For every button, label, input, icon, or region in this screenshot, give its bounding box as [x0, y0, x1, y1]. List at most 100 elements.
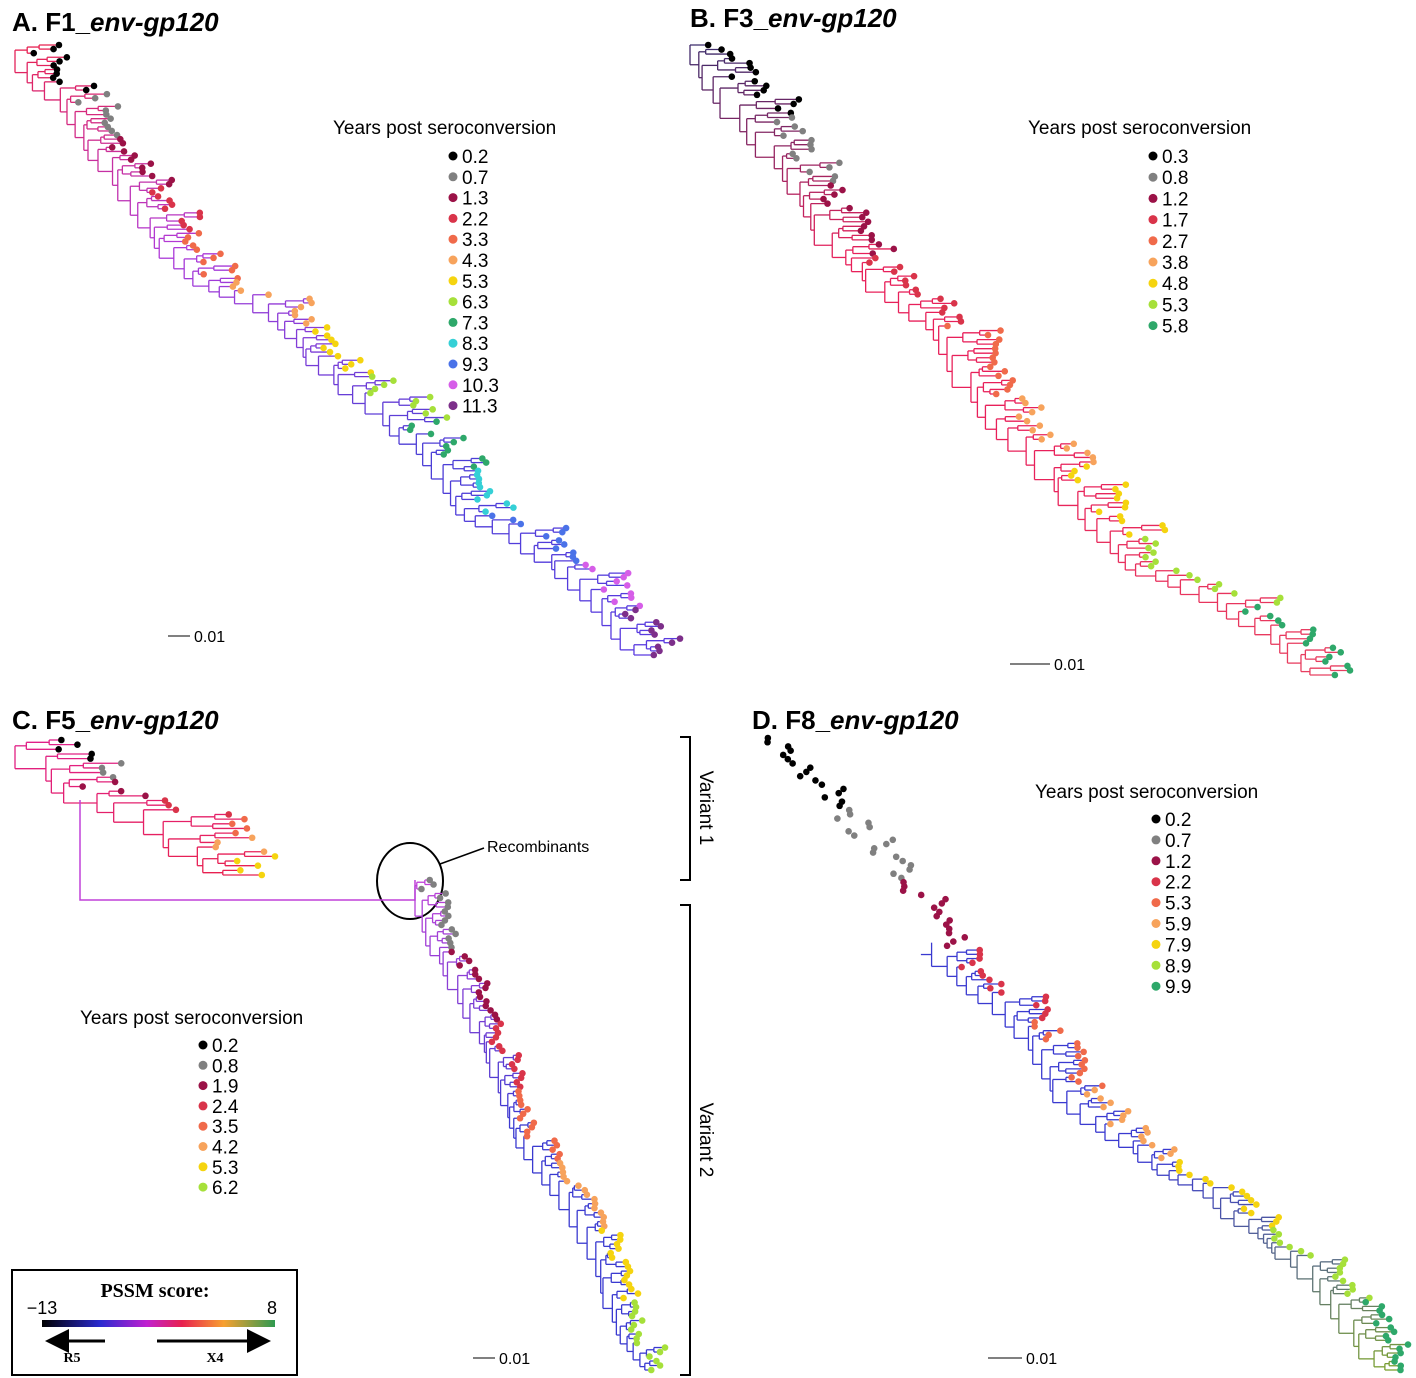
legend-item: 11.3 — [462, 397, 498, 418]
tip — [890, 870, 897, 878]
tip — [79, 783, 86, 790]
tip — [998, 989, 1005, 996]
tip — [1038, 436, 1045, 443]
tip — [341, 365, 349, 372]
tip — [1122, 481, 1130, 488]
tip — [107, 115, 114, 122]
tip — [1095, 508, 1103, 516]
tip — [902, 281, 910, 289]
tip — [1074, 476, 1082, 484]
tip — [969, 959, 976, 967]
tip — [427, 430, 435, 438]
legend-dot — [1148, 299, 1158, 309]
pssm-right: X4 — [206, 1351, 223, 1366]
tip — [914, 290, 921, 298]
legend-item: 5.3 — [1162, 295, 1188, 316]
tip — [858, 213, 866, 221]
tip — [1107, 1099, 1114, 1107]
tip — [517, 1101, 525, 1109]
legend-dot — [1151, 814, 1161, 824]
legend-item: 0.2 — [212, 1036, 238, 1057]
tip — [1337, 649, 1345, 656]
tip — [1266, 612, 1274, 620]
tip — [165, 180, 173, 188]
tip — [217, 250, 224, 258]
tip — [74, 741, 81, 748]
tip — [821, 794, 829, 801]
tip — [653, 1357, 660, 1365]
tip — [1271, 1235, 1278, 1242]
tip — [323, 324, 331, 331]
tip — [998, 980, 1005, 988]
tip — [492, 1034, 500, 1041]
tip — [615, 1245, 622, 1252]
legend-item: 3.8 — [1162, 253, 1188, 274]
tip — [1107, 1120, 1114, 1128]
tip — [1076, 1069, 1084, 1077]
tip — [1112, 485, 1119, 493]
tip — [448, 948, 455, 956]
tip — [308, 315, 315, 323]
tip — [56, 58, 63, 65]
tip — [441, 908, 449, 915]
tip — [260, 848, 268, 856]
tip — [142, 792, 149, 800]
legend-title: Years post seroconversion — [1035, 782, 1258, 803]
tip — [892, 853, 900, 861]
trees — [14, 41, 1412, 1374]
tip — [237, 867, 244, 874]
tip — [627, 1326, 635, 1333]
tip — [516, 1114, 524, 1122]
tip — [450, 438, 458, 446]
tip — [937, 295, 944, 303]
tip — [1277, 594, 1284, 602]
tip — [824, 200, 831, 207]
tip — [1145, 544, 1152, 552]
tip — [465, 957, 473, 965]
legend-dot — [1151, 835, 1161, 845]
tip — [1091, 1086, 1098, 1094]
tip — [1074, 1052, 1082, 1060]
legend-item: 10.3 — [462, 376, 499, 397]
tip — [347, 361, 355, 368]
tip — [910, 272, 918, 280]
tip — [718, 46, 725, 53]
tip — [1015, 413, 1023, 420]
tip — [254, 862, 262, 869]
tip — [1084, 449, 1091, 457]
tip — [1254, 603, 1261, 611]
legend-item: 0.8 — [1162, 168, 1188, 189]
tip — [1071, 467, 1078, 475]
tip — [1067, 472, 1075, 479]
tip — [806, 168, 813, 176]
tip — [99, 769, 107, 776]
tip — [471, 971, 479, 978]
tip — [995, 336, 1003, 343]
tip — [442, 890, 449, 897]
tip — [906, 866, 913, 873]
tip — [791, 123, 799, 130]
tip — [836, 159, 843, 167]
tip — [1074, 1044, 1081, 1051]
tip — [1215, 581, 1223, 588]
pssm-left: R5 — [63, 1351, 80, 1366]
tip — [598, 1227, 606, 1234]
legend-item: 4.2 — [212, 1138, 238, 1159]
tip — [866, 259, 873, 266]
tip — [1036, 422, 1044, 430]
tip — [608, 1254, 616, 1261]
tip — [652, 618, 660, 626]
annotation: Variant 2 — [695, 1103, 716, 1178]
tip — [628, 1285, 635, 1293]
tip — [291, 311, 299, 319]
legend-item: 3.3 — [462, 230, 488, 251]
tip — [634, 1290, 642, 1297]
tip — [1270, 1226, 1277, 1234]
legend-title: Years post seroconversion — [80, 1008, 303, 1029]
tip — [620, 573, 627, 581]
tip — [488, 512, 496, 520]
tip — [890, 245, 898, 253]
tip — [1098, 1082, 1106, 1090]
tip — [623, 582, 631, 589]
tip — [812, 777, 819, 784]
